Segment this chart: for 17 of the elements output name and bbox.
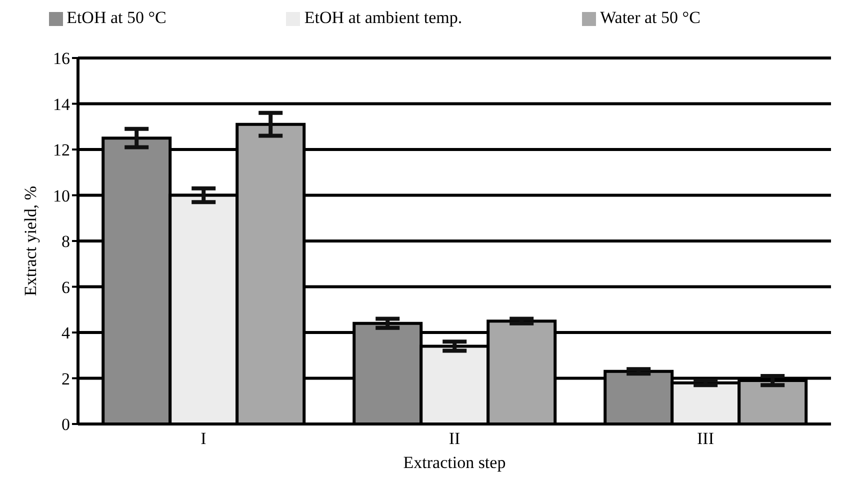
y-tick-label: 0 [62, 415, 70, 434]
y-tick-label: 6 [62, 278, 70, 297]
x-tick-label: I [200, 429, 207, 448]
y-tick-label: 2 [62, 369, 70, 388]
y-tick-label: 12 [53, 140, 70, 160]
legend-label: EtOH at ambient temp. [304, 8, 462, 27]
y-tick-label: 10 [53, 186, 70, 206]
y-tick-label: 8 [62, 232, 70, 252]
y-tick-label: 14 [53, 94, 70, 114]
legend-label: Water at 50 °C [600, 8, 700, 27]
y-tick-label: 4 [62, 324, 70, 343]
x-axis-title: Extraction step [403, 453, 506, 472]
y-axis-title: Extract yield, % [21, 186, 40, 296]
x-tick-label: II [448, 429, 460, 448]
x-tick-label: III [697, 429, 714, 448]
y-tick-label: 16 [53, 49, 70, 68]
legend-label: EtOH at 50 °C [66, 8, 166, 27]
